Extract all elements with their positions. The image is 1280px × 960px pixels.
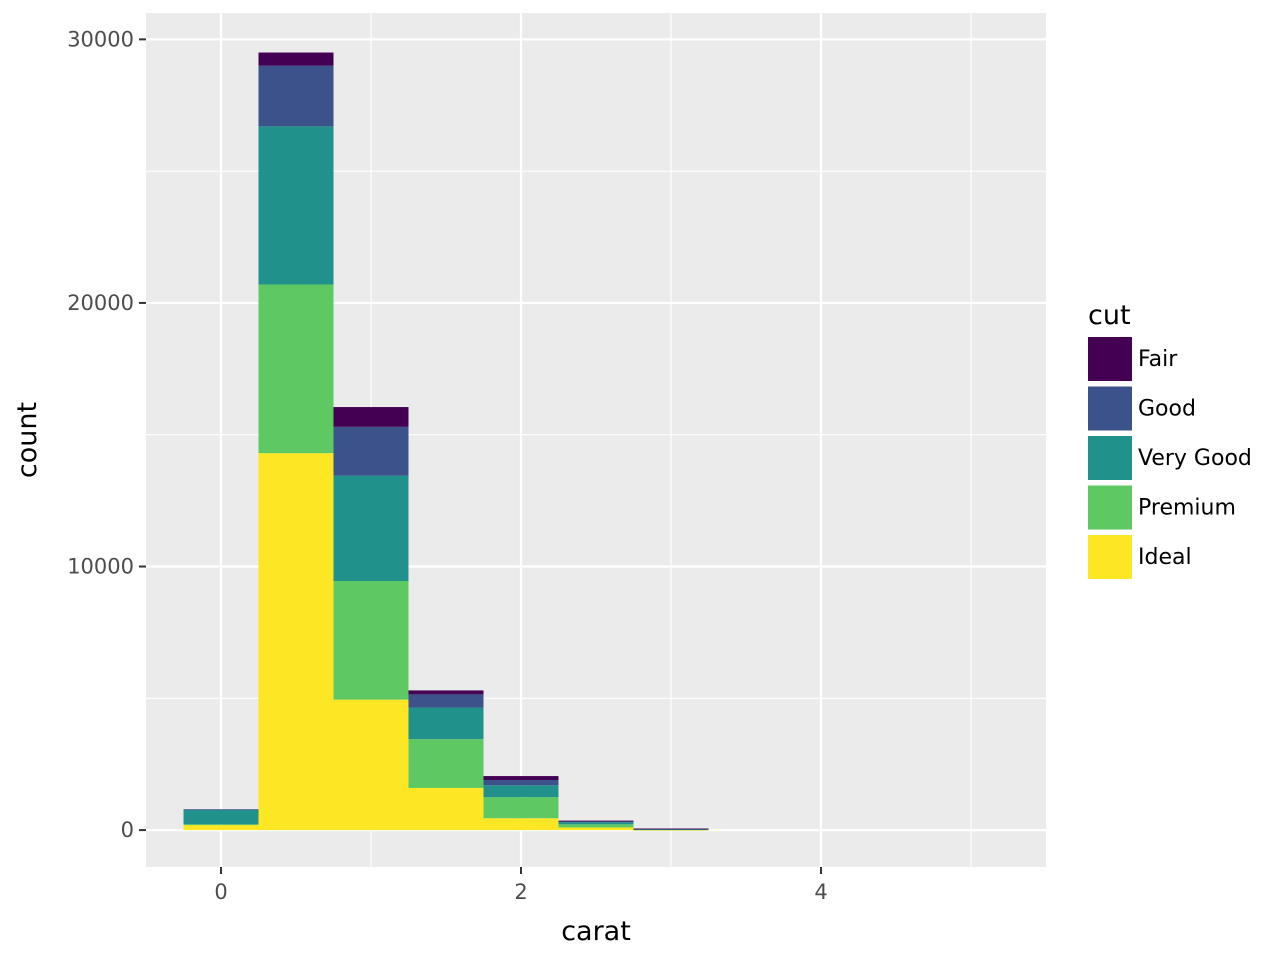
bar-segment [408,707,484,740]
legend-label: Ideal [1138,545,1192,570]
y-axis-title: count [12,402,43,478]
bar-segment [183,824,259,831]
legend-swatch [1088,337,1132,381]
legend-title: cut [1088,300,1131,331]
legend-label: Fair [1138,347,1178,372]
legend: cut Fair Good Very Good Premium Ideal [1088,300,1252,579]
y-tick-label: 20000 [67,291,134,315]
x-axis-title: carat [561,916,631,947]
bar-segment [333,581,409,700]
bar-segment [258,52,334,66]
bar-segment [258,284,334,454]
bar-segment [183,809,259,825]
y-tick-label: 30000 [67,27,134,51]
legend-swatch [1088,535,1132,579]
bar-segment [483,785,559,798]
x-tick-label: 4 [814,880,827,904]
x-tick-label: 0 [214,880,227,904]
bar-segment [558,822,634,825]
bar-segment [333,475,409,582]
bar-segment [558,827,634,831]
legend-label: Premium [1138,496,1236,521]
bar-segment [408,694,484,708]
bar-segment [483,797,559,819]
bar-segment [333,407,409,427]
bar-segment [483,818,559,831]
y-tick-label: 10000 [67,555,134,579]
legend-label: Very Good [1138,446,1252,471]
bar-segment [558,820,634,822]
bar-segment [483,776,559,781]
legend-swatch [1088,386,1132,431]
bar-segment [558,821,634,823]
bar-segment [183,824,259,826]
legend-label: Good [1138,397,1196,422]
bar-segment [483,780,559,786]
bar-segment [408,787,484,831]
bar-segment [258,453,334,831]
x-axis: 0 2 4 [214,867,828,904]
bar-segment [258,126,334,285]
bars [183,52,709,831]
bar-segment [633,828,709,830]
bar-segment [333,699,409,831]
bar-segment [408,690,484,695]
legend-swatch [1088,436,1132,480]
x-tick-label: 2 [514,880,527,904]
bar-segment [558,824,634,828]
bar-segment [333,426,409,476]
bar-segment [183,809,259,811]
y-tick-label: 0 [121,818,134,842]
bar-segment [408,739,484,788]
y-axis: 0 10000 20000 30000 [67,27,146,842]
bar-segment [258,65,334,127]
legend-swatch [1088,485,1132,530]
